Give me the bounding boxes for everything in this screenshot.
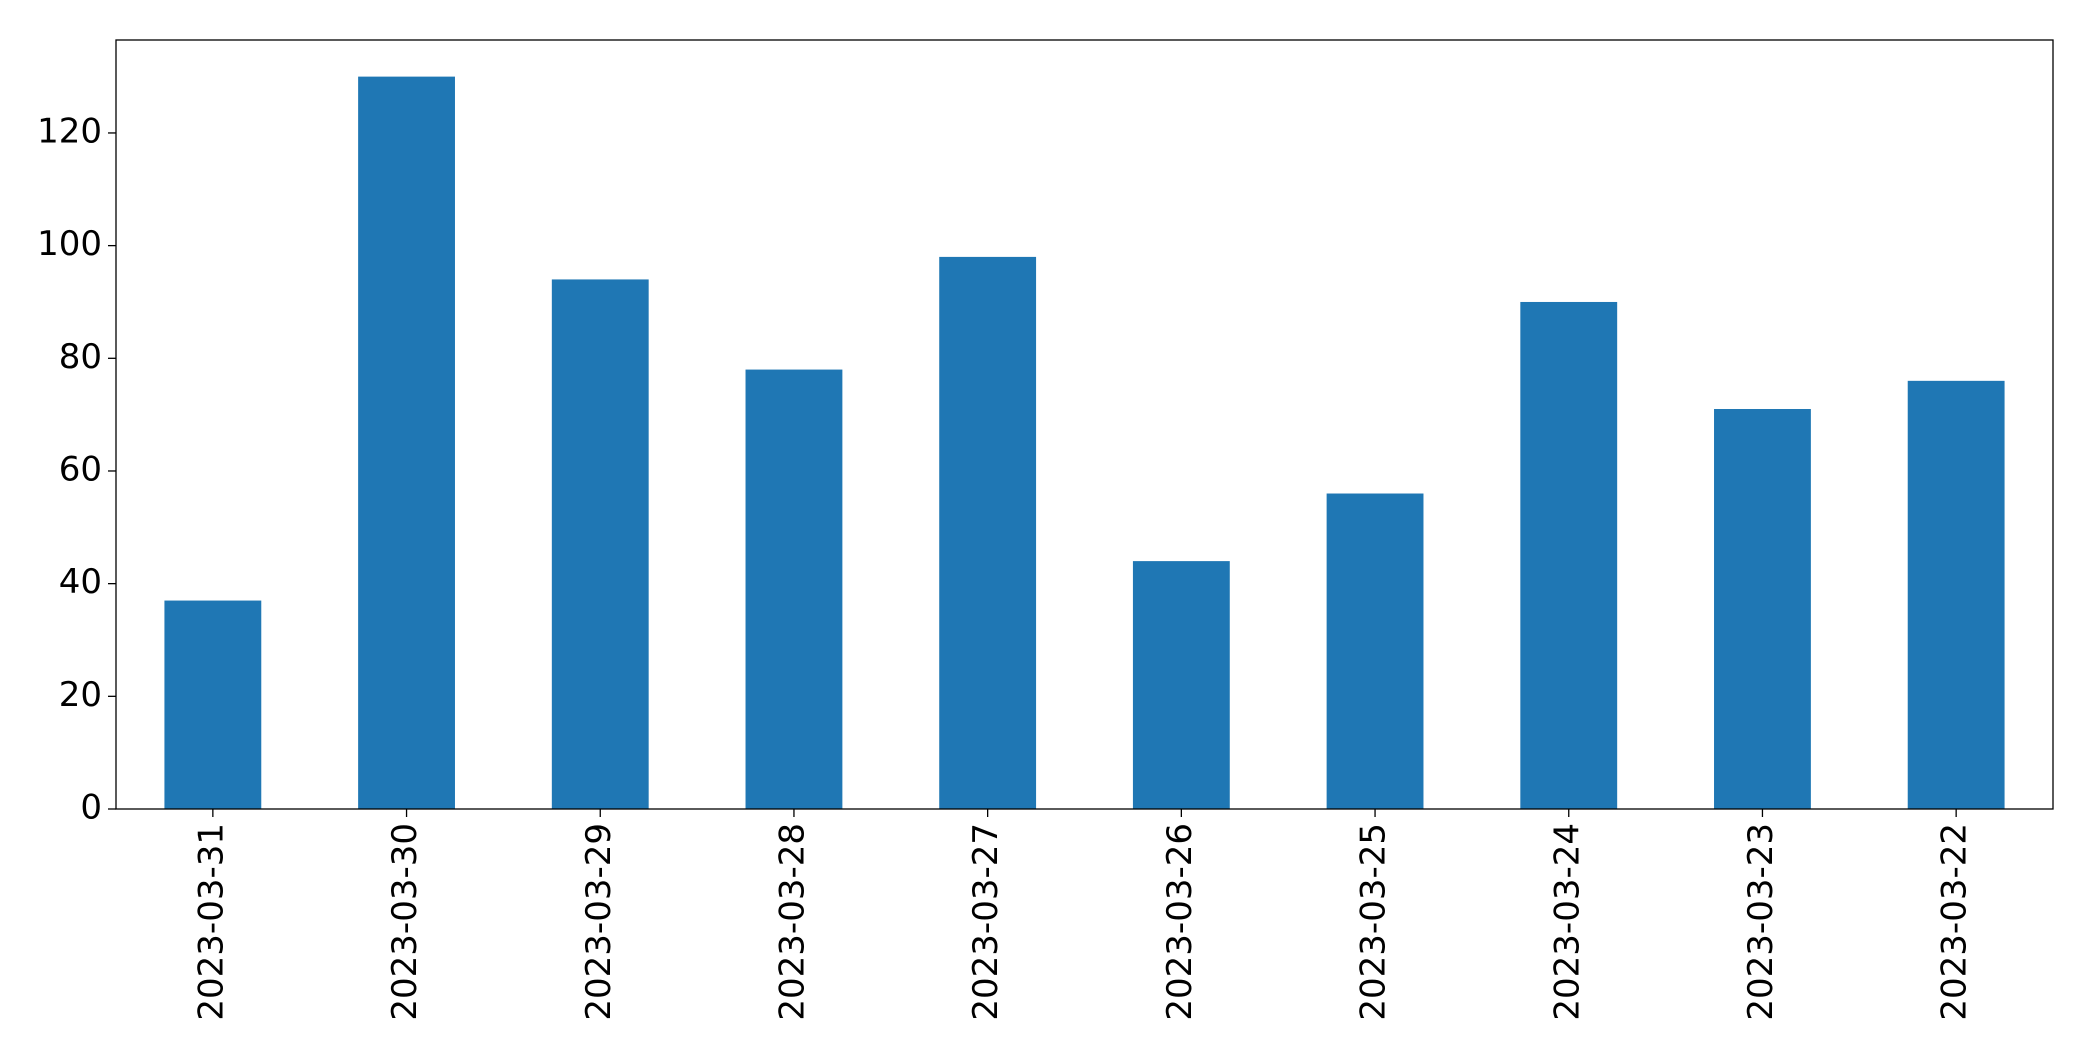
y-tick-label: 120	[37, 111, 102, 151]
bar	[1132, 561, 1230, 809]
x-tick-label: 2023-03-28	[772, 823, 812, 1021]
x-tick-label: 2023-03-27	[966, 823, 1006, 1021]
x-tick-label: 2023-03-26	[1160, 823, 1200, 1021]
bar	[1520, 301, 1618, 809]
plot-frame	[115, 39, 2054, 810]
bar	[1907, 380, 2005, 809]
y-tick-label: 0	[80, 788, 102, 828]
y-tick-label: 20	[59, 675, 102, 715]
bar	[1326, 493, 1424, 809]
x-tick-label: 2023-03-22	[1935, 823, 1975, 1021]
bar	[1714, 409, 1811, 809]
y-tick-label: 60	[59, 449, 102, 489]
x-tick-label: 2023-03-29	[579, 823, 619, 1021]
bar	[358, 76, 455, 810]
x-tick-label: 2023-03-24	[1547, 823, 1587, 1021]
x-tick-label: 2023-03-23	[1741, 823, 1781, 1021]
bar	[745, 369, 843, 809]
x-tick-label: 2023-03-30	[385, 823, 425, 1021]
y-tick-label: 40	[59, 562, 102, 602]
x-tick-label: 2023-03-25	[1354, 823, 1394, 1021]
bar	[939, 256, 1037, 809]
bar	[551, 279, 649, 809]
x-tick-label: 2023-03-31	[191, 823, 231, 1021]
y-tick-label: 100	[37, 224, 102, 264]
y-tick-label: 80	[59, 337, 102, 377]
bar	[164, 600, 262, 809]
